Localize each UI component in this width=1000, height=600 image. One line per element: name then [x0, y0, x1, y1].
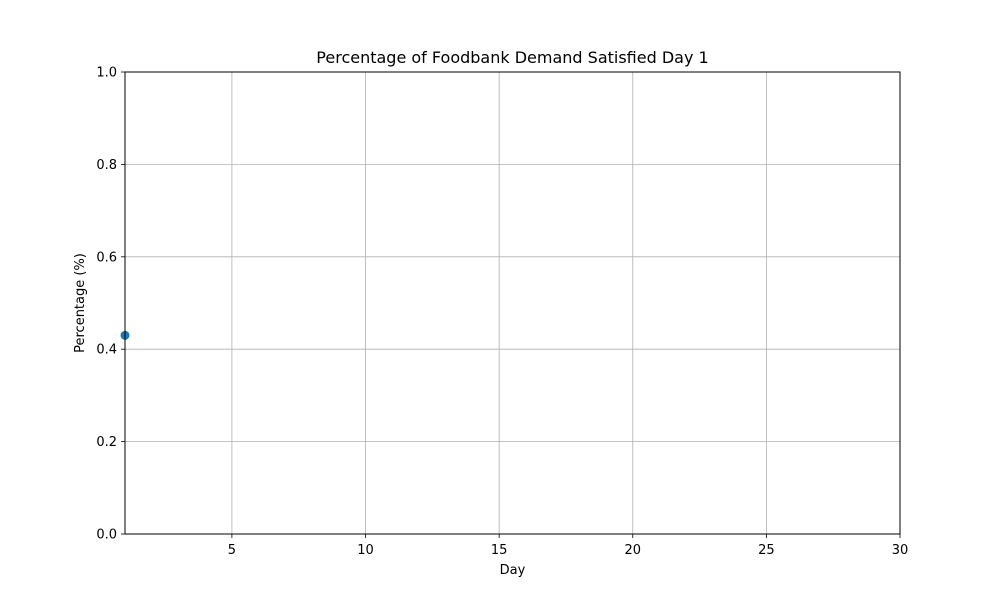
x-axis-label: Day [500, 563, 526, 578]
chart-title: Percentage of Foodbank Demand Satisfied … [316, 48, 708, 67]
x-tick-label: 30 [892, 543, 909, 558]
y-tick-label: 0.2 [96, 435, 117, 450]
y-axis-label: Percentage (%) [73, 253, 88, 353]
y-axis-ticks: 0.0 0.2 0.4 0.6 0.8 1.0 [96, 66, 125, 543]
x-tick-label: 5 [228, 543, 236, 558]
x-axis-ticks: 5 10 15 20 25 30 [228, 534, 909, 558]
y-tick-label: 0.0 [96, 528, 117, 543]
x-tick-label: 20 [624, 543, 641, 558]
y-tick-label: 0.8 [96, 158, 117, 173]
y-tick-label: 0.4 [96, 343, 117, 358]
y-tick-label: 1.0 [96, 66, 117, 81]
x-tick-label: 10 [357, 543, 374, 558]
y-tick-label: 0.6 [96, 250, 117, 265]
x-tick-label: 25 [758, 543, 775, 558]
x-tick-label: 15 [491, 543, 508, 558]
plot-frame [124, 71, 901, 535]
